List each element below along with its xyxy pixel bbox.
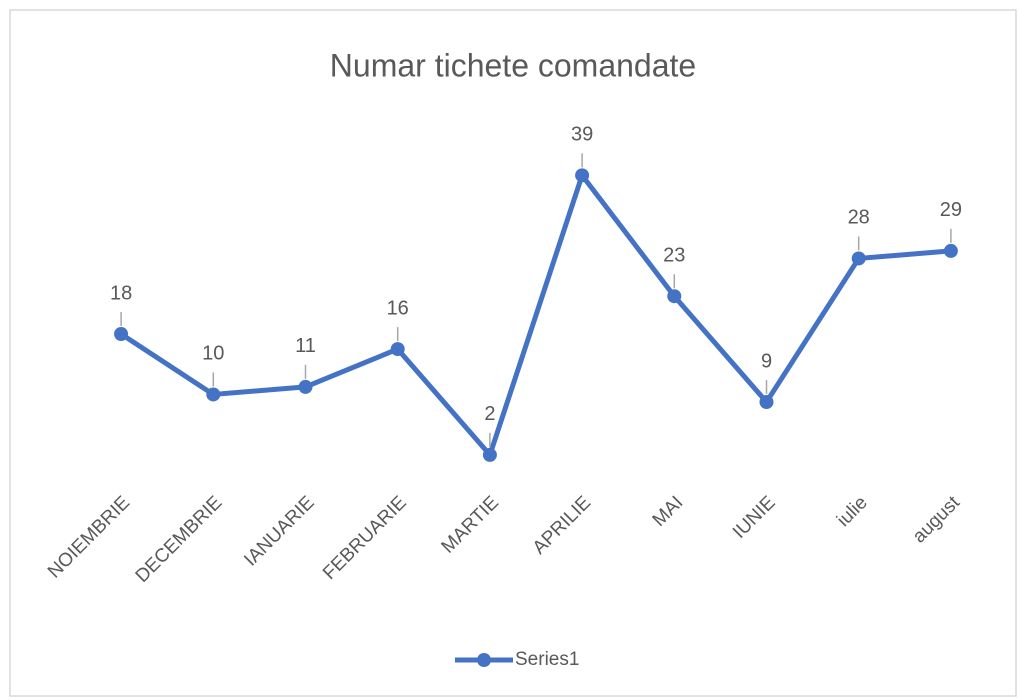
marker	[851, 251, 866, 266]
line	[119, 172, 952, 458]
data-label: 39	[571, 124, 593, 146]
marker	[206, 387, 221, 402]
data-label: 23	[663, 245, 685, 267]
marker	[759, 395, 774, 409]
data-label: 18	[110, 282, 132, 304]
data-label: 16	[387, 297, 409, 319]
marker	[298, 379, 313, 394]
legend-marker	[477, 653, 491, 667]
data-label: 10	[202, 343, 224, 365]
data-label: 11	[295, 335, 316, 357]
marker	[114, 327, 129, 341]
marker	[943, 243, 958, 258]
data-label: 29	[940, 199, 962, 221]
legend-label: Series1	[515, 649, 579, 670]
marker	[575, 168, 590, 183]
marker	[667, 289, 682, 304]
marker	[482, 447, 497, 462]
data-label: 28	[848, 207, 870, 229]
chart-title: Numar tichete comandate	[330, 47, 696, 83]
chart-border	[9, 9, 1017, 697]
marker	[390, 342, 405, 357]
data-label: 2	[484, 403, 495, 425]
data-label: 9	[761, 350, 772, 372]
